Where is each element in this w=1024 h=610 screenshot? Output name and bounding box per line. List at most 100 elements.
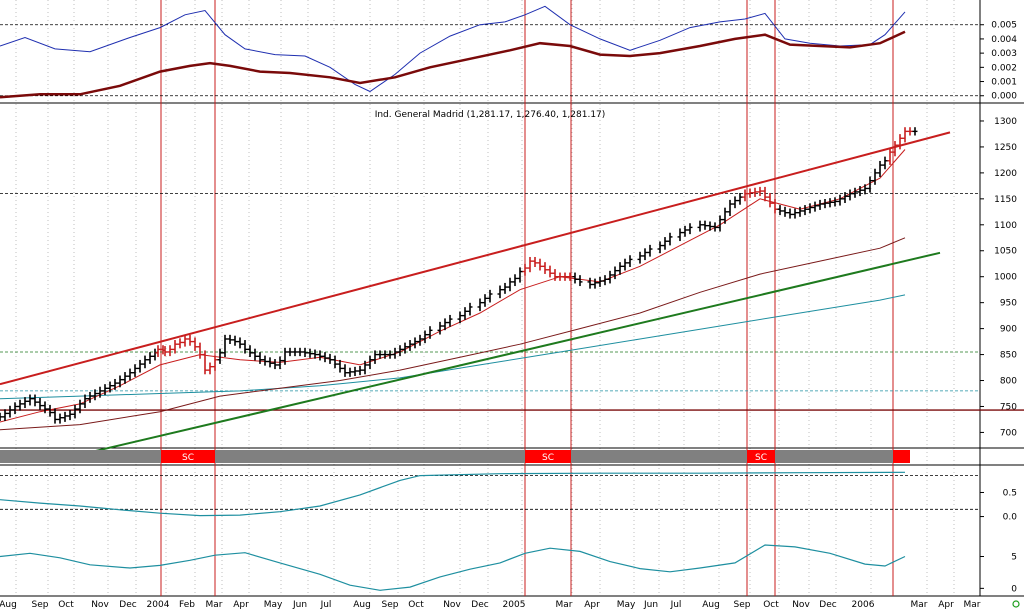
price-bar — [127, 368, 133, 381]
price-bar — [782, 206, 788, 217]
price-bar — [287, 347, 293, 357]
price-bar — [187, 334, 193, 346]
y-tick-label: 1250 — [994, 143, 1017, 153]
price-bar — [77, 399, 83, 414]
price-bar — [322, 352, 328, 363]
price-bar — [857, 186, 863, 197]
price-bar — [442, 318, 448, 331]
price-bar — [517, 267, 523, 283]
price-bar — [17, 399, 23, 411]
lower-indicator-1-panel: 0.5 0.0 — [0, 471, 1017, 523]
x-tick-label: Mar — [964, 600, 981, 610]
price-bar — [462, 307, 468, 320]
price-bar — [817, 199, 823, 210]
signal-segment — [525, 450, 571, 463]
x-tick-label: Nov — [792, 600, 810, 610]
price-bar — [792, 208, 798, 219]
x-tick-label: Sep — [734, 600, 751, 610]
price-bar — [702, 220, 708, 230]
x-tick-label: Mar — [911, 600, 928, 610]
price-bar — [42, 401, 48, 414]
price-bar — [552, 269, 558, 281]
price-bar — [457, 311, 463, 324]
price-bar — [907, 127, 913, 136]
y-tick-label: 5 — [1011, 552, 1017, 562]
x-tick-label: 2004 — [147, 600, 170, 610]
price-bar — [447, 314, 453, 327]
price-bar — [502, 282, 508, 294]
y-tick-label: 0.001 — [991, 78, 1017, 88]
price-bar — [57, 413, 63, 424]
price-bar — [512, 274, 518, 287]
x-tick-label: Apr — [938, 600, 954, 610]
price-bar — [367, 355, 373, 370]
x-tick-label: Feb — [179, 600, 195, 610]
y-tick-label: 1000 — [994, 273, 1017, 283]
price-bar — [617, 262, 623, 275]
price-bar — [412, 337, 418, 349]
price-bar — [92, 389, 98, 401]
price-bar — [197, 342, 203, 359]
price-bar — [182, 334, 188, 347]
x-tick-label: Jul — [320, 600, 332, 610]
price-bar — [257, 352, 263, 364]
price-bar — [872, 168, 878, 185]
price-bar — [237, 337, 243, 349]
price-bar — [847, 189, 853, 201]
price-bar — [682, 225, 688, 237]
price-bar — [277, 356, 283, 370]
price-bar — [482, 294, 488, 307]
price-bar — [387, 350, 393, 359]
price-bar — [812, 201, 818, 212]
price-bar — [887, 147, 893, 165]
price-bar — [832, 197, 838, 207]
price-bar — [687, 223, 693, 235]
price-bar — [167, 345, 173, 357]
price-bar — [862, 184, 868, 195]
price-bar — [312, 349, 318, 359]
price-bar — [912, 127, 918, 136]
x-tick-label: Nov — [443, 600, 461, 610]
price-bar — [82, 394, 88, 409]
price-bar — [262, 355, 268, 366]
price-bar — [542, 262, 548, 274]
price-bar — [562, 272, 568, 281]
price-bar — [742, 189, 748, 202]
y-tick-label: 750 — [1000, 402, 1017, 412]
price-bar — [217, 348, 223, 364]
status-dot-icon — [1012, 600, 1020, 608]
price-bar — [802, 205, 808, 216]
price-bar — [877, 160, 883, 178]
y-tick-label: 0.003 — [991, 49, 1017, 59]
price-bar — [342, 364, 348, 377]
price-bar — [392, 347, 398, 359]
panel-borders — [0, 0, 1024, 597]
x-tick-label: May — [617, 600, 636, 610]
price-bar — [397, 345, 403, 357]
price-bar — [597, 276, 603, 287]
price-bar — [537, 258, 543, 271]
x-tick-label: Oct — [408, 600, 424, 610]
price-bar — [352, 366, 358, 377]
x-tick-label: Oct — [58, 600, 74, 610]
x-tick-label: Nov — [91, 600, 109, 610]
price-bar — [102, 384, 108, 396]
price-bar — [622, 258, 628, 271]
price-bar — [12, 402, 18, 415]
price-bar — [97, 386, 103, 398]
price-bar — [282, 347, 288, 365]
price-bar — [737, 192, 743, 205]
price-bar — [557, 272, 563, 281]
price-bar — [572, 272, 578, 284]
y-tick-label: 850 — [1000, 351, 1017, 361]
price-bar — [697, 220, 703, 232]
price-bar — [177, 338, 183, 349]
x-tick-label: Apr — [233, 600, 249, 610]
price-bar — [762, 186, 768, 202]
price-bar — [107, 381, 113, 393]
price-chart-title: Ind. General Madrid (1,281.17, 1,276.40,… — [375, 110, 606, 120]
lower-indicator-2-panel: 50 — [0, 544, 1017, 594]
y-tick-label: 0 — [1011, 584, 1017, 594]
y-tick-label: 0.005 — [991, 21, 1017, 31]
